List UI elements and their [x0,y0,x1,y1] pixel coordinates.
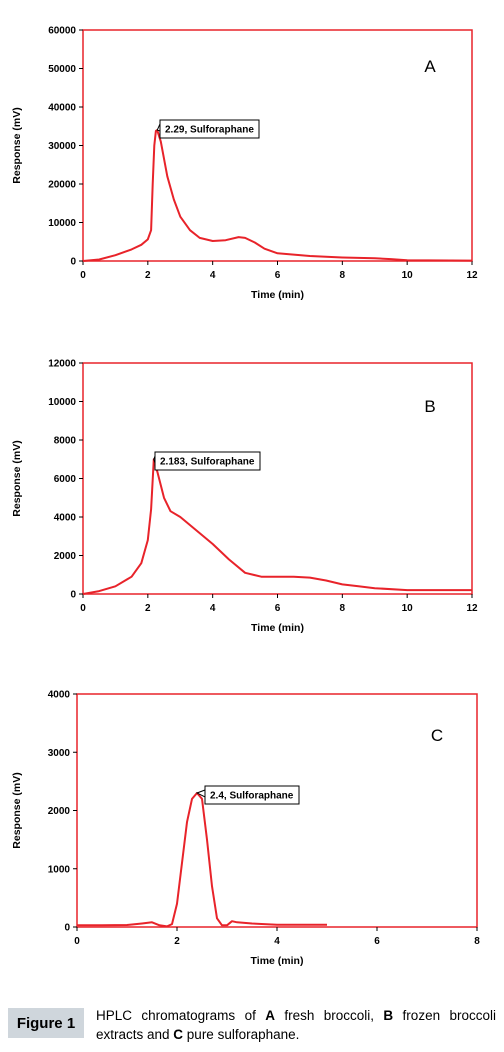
y-tick-label: 10000 [48,218,76,229]
chromatogram-line [82,129,473,262]
chart-panel-b: 0 2000 4000 6000 8000 10000 12000 0 2 4 6 8 10 12 Time… [11,359,478,635]
y-tick-label: 1000 [48,864,71,875]
peak-annotation: 2.4, Sulforaphane [195,785,300,805]
plot-frame [76,693,478,928]
panel-letter: C [431,726,443,745]
annotation-pointer [195,789,206,798]
caption-segment: A [265,1008,275,1023]
y-tick-label: 60000 [48,26,76,37]
chart-panel-a: 0 10000 20000 30000 40000 50000 60000 0 2 4 6 8 10 12… [11,26,478,302]
figure-badge: Figure 1 [8,1008,84,1038]
caption-segment: HPLC chromatograms of [96,1008,266,1023]
x-tick-label: 8 [340,603,346,614]
caption-segment: C [173,1027,184,1042]
x-axis-title: Time (min) [251,955,304,967]
y-tick-label: 12000 [48,359,76,370]
x-axis-title: Time (min) [251,289,304,301]
x-tick-label: 6 [374,936,380,947]
y-tick-label: 50000 [48,64,76,75]
panel-letter: B [424,397,435,416]
y-tick-label: 40000 [48,103,76,114]
y-tick-label: 8000 [54,436,77,447]
y-tick-label: 20000 [48,180,76,191]
caption-segment: frozen broccoli extracts and [96,1008,496,1042]
x-tick-label: 4 [210,603,216,614]
plot-frame [82,29,473,262]
x-tick-label: 2 [145,270,151,281]
x-tick-label: 2 [145,603,151,614]
y-tick-label: 0 [70,257,76,268]
x-tick-label: 4 [274,936,280,947]
y-tick-label: 2000 [54,551,77,562]
y-tick-label: 10000 [48,397,76,408]
x-tick-label: 8 [340,270,346,281]
y-tick-label: 3000 [48,748,71,759]
figure-caption: Figure 1 HPLC chromatograms of A fresh b… [4,1004,500,1048]
x-tick-label: 6 [275,603,281,614]
y-axis-title: Response (mV) [11,107,23,183]
x-tick-label: 0 [74,936,80,947]
chromatogram-line [82,458,472,595]
y-tick-label: 0 [70,590,76,601]
annotation-label: 2.4, Sulforaphane [210,791,294,802]
annotation-pointer [153,455,156,464]
y-tick-label: 30000 [48,141,76,152]
caption-segment: pure sulforaphane. [183,1027,300,1042]
y-axis-title: Response (mV) [11,772,23,848]
x-tick-label: 0 [80,603,86,614]
y-tick-label: 4000 [54,513,77,524]
y-tick-label: 4000 [48,690,71,701]
x-tick-label: 4 [210,270,216,281]
chart-panel-c: 0 1000 2000 3000 4000 0 2 4 6 8 Time (min) Response… [11,690,480,968]
caption-segment: fresh broccoli, [274,1008,384,1023]
y-tick-label: 2000 [48,806,71,817]
y-tick-label: 6000 [54,474,77,485]
annotation-label: 2.183, Sulforaphane [160,457,255,468]
annotation-pointer [156,123,161,132]
caption-text: HPLC chromatograms of A fresh broccoli, … [96,1006,496,1044]
panel-letter: A [424,57,436,76]
y-tick-label: 0 [64,923,70,934]
x-axis-title: Time (min) [251,622,304,634]
x-tick-label: 12 [466,603,478,614]
peak-annotation: 2.29, Sulforaphane [156,119,260,139]
y-axis-title: Response (mV) [11,440,23,516]
x-tick-label: 2 [174,936,180,947]
x-tick-label: 10 [402,603,414,614]
x-tick-label: 0 [80,270,86,281]
x-tick-label: 10 [402,270,414,281]
x-tick-label: 8 [474,936,480,947]
x-tick-label: 6 [275,270,281,281]
peak-annotation: 2.183, Sulforaphane [153,451,261,471]
caption-segment: B [383,1008,394,1023]
x-tick-label: 12 [466,270,478,281]
chromatogram-line [77,792,327,928]
annotation-label: 2.29, Sulforaphane [165,125,254,136]
